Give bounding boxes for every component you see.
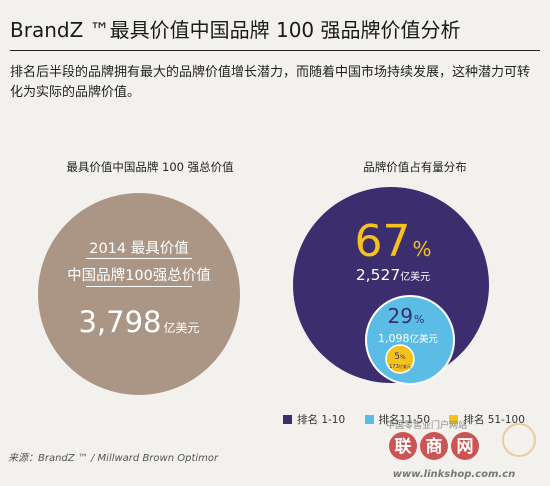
- right-panel-heading: 品牌价值占有量分布: [363, 160, 467, 174]
- source-note: 来源：BrandZ ™ / Millward Brown Optimor: [8, 453, 219, 464]
- total-label-underline: [86, 258, 192, 259]
- segment-11-50-amount-number: 1,098: [378, 332, 410, 345]
- total-value: 3,798 亿美元: [38, 305, 240, 339]
- segment-1-10-percent: 67%: [354, 216, 431, 267]
- segment-51-100-percent-number: 5: [394, 352, 400, 362]
- watermark-tagline: 中国零售业门户网站: [386, 421, 468, 431]
- legend-item-rank-1-10: 排名 1-10: [283, 412, 345, 427]
- total-label-underline: [86, 286, 192, 287]
- segment-11-50-amount: 1,098亿美元: [378, 332, 439, 345]
- title-divider: [10, 50, 540, 51]
- total-value-number: 3,798: [78, 305, 162, 339]
- segment-11-50-amount-unit: 亿美元: [409, 333, 438, 345]
- chart-legend: 排名 1-10 排名11-50 排名 51-100: [283, 412, 541, 427]
- percent-sign: %: [414, 313, 424, 326]
- percent-sign: %: [400, 354, 406, 361]
- legend-label: 排名 1-10: [297, 414, 346, 426]
- legend-label: 排名 51-100: [463, 414, 525, 426]
- segment-51-100-amount: 173亿美元: [389, 363, 411, 370]
- page-subtitle: 排名后半段的品牌拥有最大的品牌价值增长潜力，而随着中国市场持续发展，这种潜力可转…: [10, 65, 531, 100]
- legend-swatch: [449, 415, 459, 424]
- page-title: BrandZ ™最具价值中国品牌 100 强品牌价值分析: [10, 18, 461, 42]
- total-value-circle: 2014 最具价值 中国品牌100强总价值 3,798 亿美元: [38, 193, 240, 395]
- legend-item-rank-11-50: 排名11-50: [364, 412, 431, 427]
- segment-1-10-amount-number: 2,527: [356, 266, 400, 284]
- legend-swatch: [364, 415, 374, 424]
- segment-1-10-percent-number: 67: [354, 216, 410, 267]
- legend-swatch: [283, 415, 292, 424]
- segment-51-100-amount-unit: 亿美元: [399, 363, 411, 369]
- segment-51-100-amount-number: 173: [389, 364, 399, 370]
- total-label-line1: 2014 最具价值: [89, 241, 189, 257]
- left-panel-heading: 最具价值中国品牌 100 强总价值: [66, 160, 234, 174]
- segment-51-100-percent: 5%: [394, 352, 406, 362]
- total-value-unit: 亿美元: [163, 321, 200, 335]
- legend-label: 排名11-50: [378, 414, 431, 426]
- segment-rank-51-100: [385, 344, 415, 374]
- percent-sign: %: [412, 237, 431, 261]
- total-label-line2: 中国品牌100强总价值: [67, 268, 211, 284]
- segment-11-50-percent: 29%: [388, 304, 425, 328]
- segment-1-10-amount: 2,527亿美元: [356, 266, 430, 284]
- segment-1-10-amount-unit: 亿美元: [400, 270, 430, 283]
- segment-11-50-percent-number: 29: [388, 304, 413, 328]
